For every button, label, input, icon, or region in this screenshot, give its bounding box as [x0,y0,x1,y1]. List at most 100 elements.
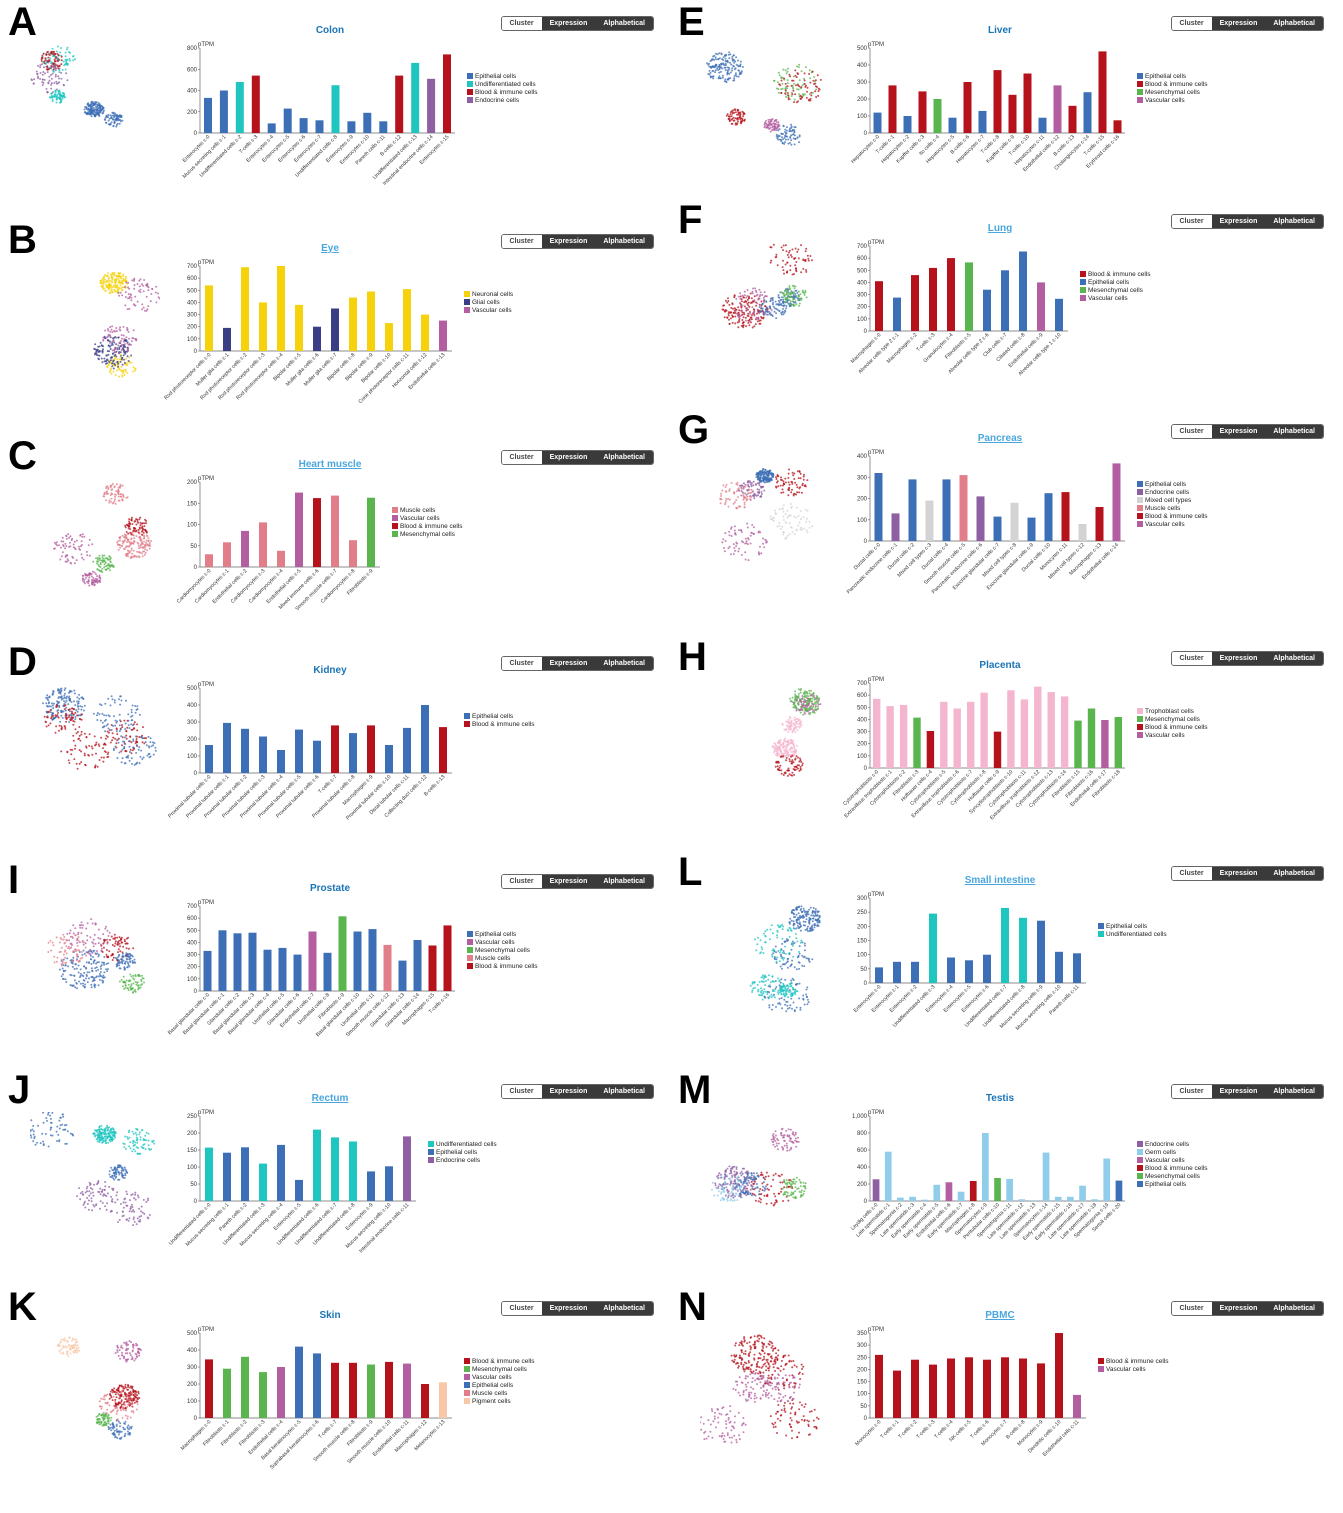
bar[interactable] [248,932,257,991]
bar[interactable] [983,1359,991,1418]
bar[interactable] [203,950,212,991]
bar[interactable] [933,99,942,133]
tab-alphabetical[interactable]: Alphabetical [595,235,653,248]
tab-expression[interactable]: Expression [1211,1302,1266,1315]
sort-toggle[interactable]: Cluster Expression Alphabetical [1170,651,1324,666]
bar[interactable] [959,475,968,541]
bar[interactable] [1073,1394,1081,1418]
bar[interactable] [1073,953,1081,983]
bar[interactable] [967,701,975,768]
bar[interactable] [313,740,321,773]
bar[interactable] [368,929,377,991]
sort-toggle[interactable]: Cluster Expression Alphabetical [500,16,654,31]
sort-toggle[interactable]: Cluster Expression Alphabetical [500,874,654,889]
tab-cluster[interactable]: Cluster [501,875,542,888]
bar[interactable] [385,1166,393,1201]
tab-cluster[interactable]: Cluster [1171,215,1212,228]
bar[interactable] [983,954,991,983]
bar[interactable] [903,116,912,133]
bar[interactable] [395,75,404,133]
bar[interactable] [1095,507,1104,541]
bar[interactable] [283,108,292,133]
bar[interactable] [965,960,973,983]
bar[interactable] [1037,282,1045,331]
bar[interactable] [1054,1196,1062,1202]
bar[interactable] [347,121,356,133]
bar[interactable] [897,1197,904,1201]
bar[interactable] [331,1362,339,1419]
tab-expression[interactable]: Expression [541,1302,596,1315]
bar[interactable] [1042,1152,1050,1201]
bar[interactable] [299,118,308,133]
tab-alphabetical[interactable]: Alphabetical [595,875,653,888]
bar[interactable] [235,82,244,133]
bar[interactable] [367,291,375,352]
bar[interactable] [331,495,339,567]
tab-cluster[interactable]: Cluster [501,451,542,464]
tissue-title[interactable]: Lung [987,223,1013,234]
bar[interactable] [911,1359,919,1418]
bar[interactable] [1001,1357,1009,1418]
bar[interactable] [428,945,437,992]
tissue-title[interactable]: Pancreas [977,433,1023,444]
bar[interactable] [315,120,324,134]
bar[interactable] [893,961,901,984]
tab-cluster[interactable]: Cluster [1171,1302,1212,1315]
bar[interactable] [421,1384,429,1418]
bar[interactable] [308,931,317,992]
tab-expression[interactable]: Expression [541,875,596,888]
bar[interactable] [929,267,937,331]
bar[interactable] [313,498,321,567]
bar[interactable] [873,112,882,133]
bar[interactable] [1087,708,1096,769]
bar[interactable] [1027,517,1036,541]
bar[interactable] [976,496,985,541]
tab-expression[interactable]: Expression [1211,425,1266,438]
bar[interactable] [241,1147,249,1201]
tab-expression[interactable]: Expression [541,1085,596,1098]
bar[interactable] [313,326,321,351]
bar[interactable] [277,266,285,351]
tab-expression[interactable]: Expression [1211,215,1266,228]
bar[interactable] [1030,1200,1038,1201]
bar[interactable] [1053,85,1062,133]
bar[interactable] [980,692,988,768]
bar[interactable] [875,1354,883,1418]
bar[interactable] [1001,907,1009,983]
bar[interactable] [313,1129,321,1201]
bar[interactable] [909,1196,916,1202]
bar[interactable] [439,320,447,351]
sort-toggle[interactable]: Cluster Expression Alphabetical [500,450,654,465]
bar[interactable] [277,1367,285,1418]
bar[interactable] [251,75,260,133]
bar[interactable] [913,717,921,768]
bar[interactable] [443,925,452,991]
tab-alphabetical[interactable]: Alphabetical [1265,867,1323,880]
bar[interactable] [277,1144,285,1201]
bar[interactable] [993,731,1002,768]
bar[interactable] [259,736,267,774]
bar[interactable] [331,308,339,352]
bar[interactable] [1055,298,1063,331]
bar[interactable] [983,289,991,331]
bar[interactable] [1008,94,1017,134]
bar[interactable] [1078,524,1087,541]
bar[interactable] [385,745,393,774]
bar[interactable] [948,117,957,133]
tab-alphabetical[interactable]: Alphabetical [1265,17,1323,30]
bar[interactable] [911,275,919,331]
bar[interactable] [874,473,883,541]
bar[interactable] [1044,493,1053,541]
bar[interactable] [1091,1199,1098,1201]
bar[interactable] [295,729,303,773]
bar[interactable] [219,90,228,134]
tab-alphabetical[interactable]: Alphabetical [1265,652,1323,665]
bar[interactable] [891,513,900,541]
bar[interactable] [295,304,303,351]
bar[interactable] [993,516,1002,541]
sort-toggle[interactable]: Cluster Expression Alphabetical [500,234,654,249]
bar[interactable] [875,281,883,331]
bar[interactable] [911,961,919,984]
bar[interactable] [331,85,340,133]
bar[interactable] [942,479,951,541]
